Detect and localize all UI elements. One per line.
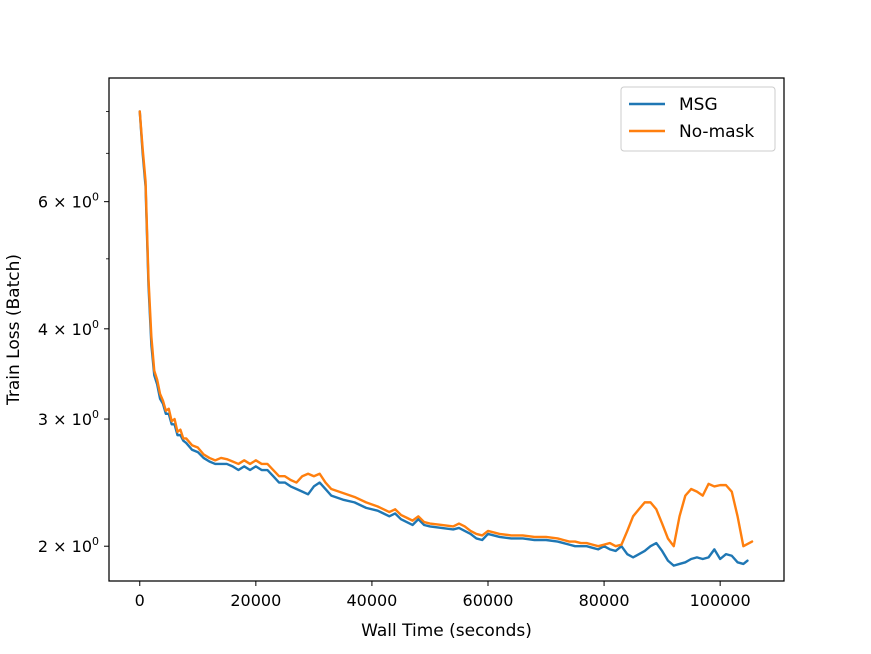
y-tick-label: 6 × 100 [38,191,99,212]
x-tick-label: 80000 [579,591,630,610]
x-tick-label: 20000 [230,591,281,610]
series-line-msg [138,110,749,567]
y-axis-label: Train Loss (Batch) [4,254,24,406]
x-tick-label: 100000 [690,591,751,610]
x-tick-label: 60000 [463,591,514,610]
legend-label: MSG [679,95,718,115]
series-line-no-mask [138,110,754,548]
y-tick-label: 4 × 100 [38,318,99,339]
x-tick-label: 0 [135,591,145,610]
legend-label: No-mask [679,122,754,142]
y-tick-label: 2 × 100 [38,535,99,556]
legend: MSG No-mask [620,86,776,152]
series-layer [138,110,754,567]
y-axis: 2 × 100 3 × 100 4 × 100 6 × 100 [38,111,109,556]
x-axis-label: Wall Time (seconds) [361,621,532,641]
x-axis: 0 20000 40000 60000 80000 100000 [135,581,751,610]
x-tick-label: 40000 [346,591,397,610]
plot-frame [108,77,785,582]
y-tick-label: 3 × 100 [38,408,99,429]
